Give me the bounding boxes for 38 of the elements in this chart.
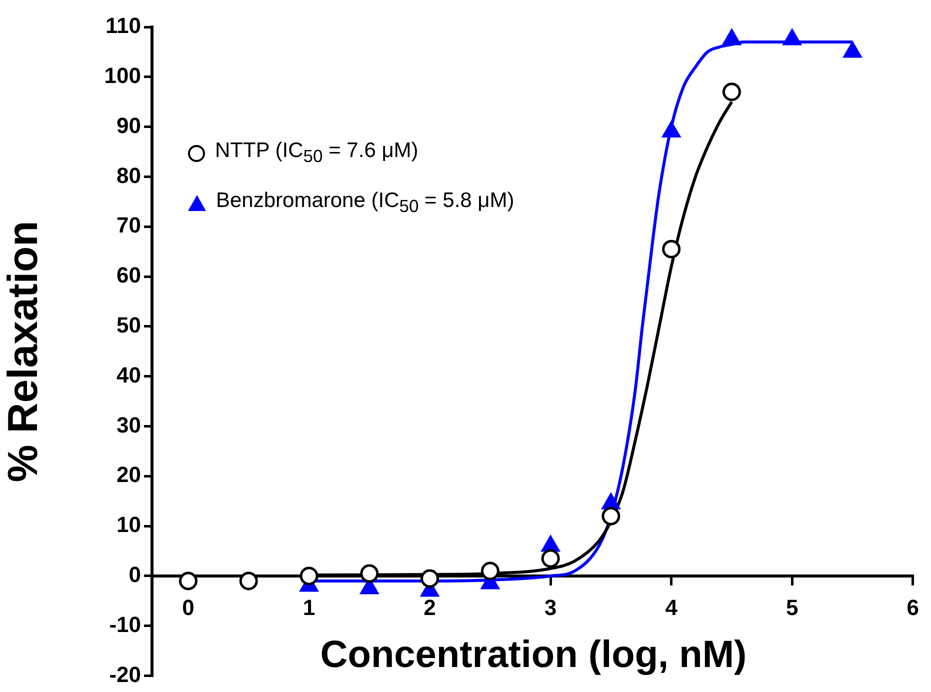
x-tick-label: 5 (786, 595, 798, 620)
x-tick-label: 0 (182, 595, 194, 620)
y-tick-label: -20 (109, 662, 141, 687)
legend-label: NTTP (IC$_{50}$ = 7.6 μM) (215, 138, 418, 168)
point (360, 564, 379, 583)
point (662, 240, 681, 258)
y-tick-label: -10 (109, 612, 141, 637)
point (722, 29, 741, 46)
y-tick-label: 80 (116, 162, 141, 188)
y-tick-label: 110 (106, 13, 141, 38)
point (480, 562, 500, 580)
y-tick-label: 60 (116, 262, 141, 288)
x-tick-label: 3 (544, 595, 557, 620)
x-tick-label: 4 (665, 595, 678, 620)
point (541, 549, 560, 568)
x-axis-title: Concentration (log, nM) (319, 634, 748, 677)
point (178, 572, 198, 590)
point (843, 42, 862, 58)
y-axis-title: % Relaxation (0, 220, 46, 482)
y-tick-label: 100 (104, 62, 141, 88)
y-tick-label: 30 (116, 412, 141, 438)
y-tick-label: 40 (116, 362, 141, 388)
y-tick-label: 10 (116, 512, 141, 538)
x-tick-label: 6 (906, 595, 920, 620)
x-tick-label: 2 (424, 595, 436, 620)
point (602, 506, 620, 526)
y-tick-label: 20 (116, 462, 141, 488)
y-tick-label: 70 (116, 212, 141, 238)
point (300, 566, 318, 586)
y-tick-label: 90 (116, 112, 141, 138)
y-tick-label: 0 (128, 562, 141, 588)
point (239, 572, 258, 590)
x-tick-label: 1 (302, 595, 316, 620)
y-tick-label: 50 (116, 312, 141, 338)
point (783, 29, 802, 46)
legend-label: Benzbromarone (IC$_{50}$ = 5.8 μM) (216, 188, 514, 218)
point (662, 122, 680, 138)
point (420, 569, 440, 588)
